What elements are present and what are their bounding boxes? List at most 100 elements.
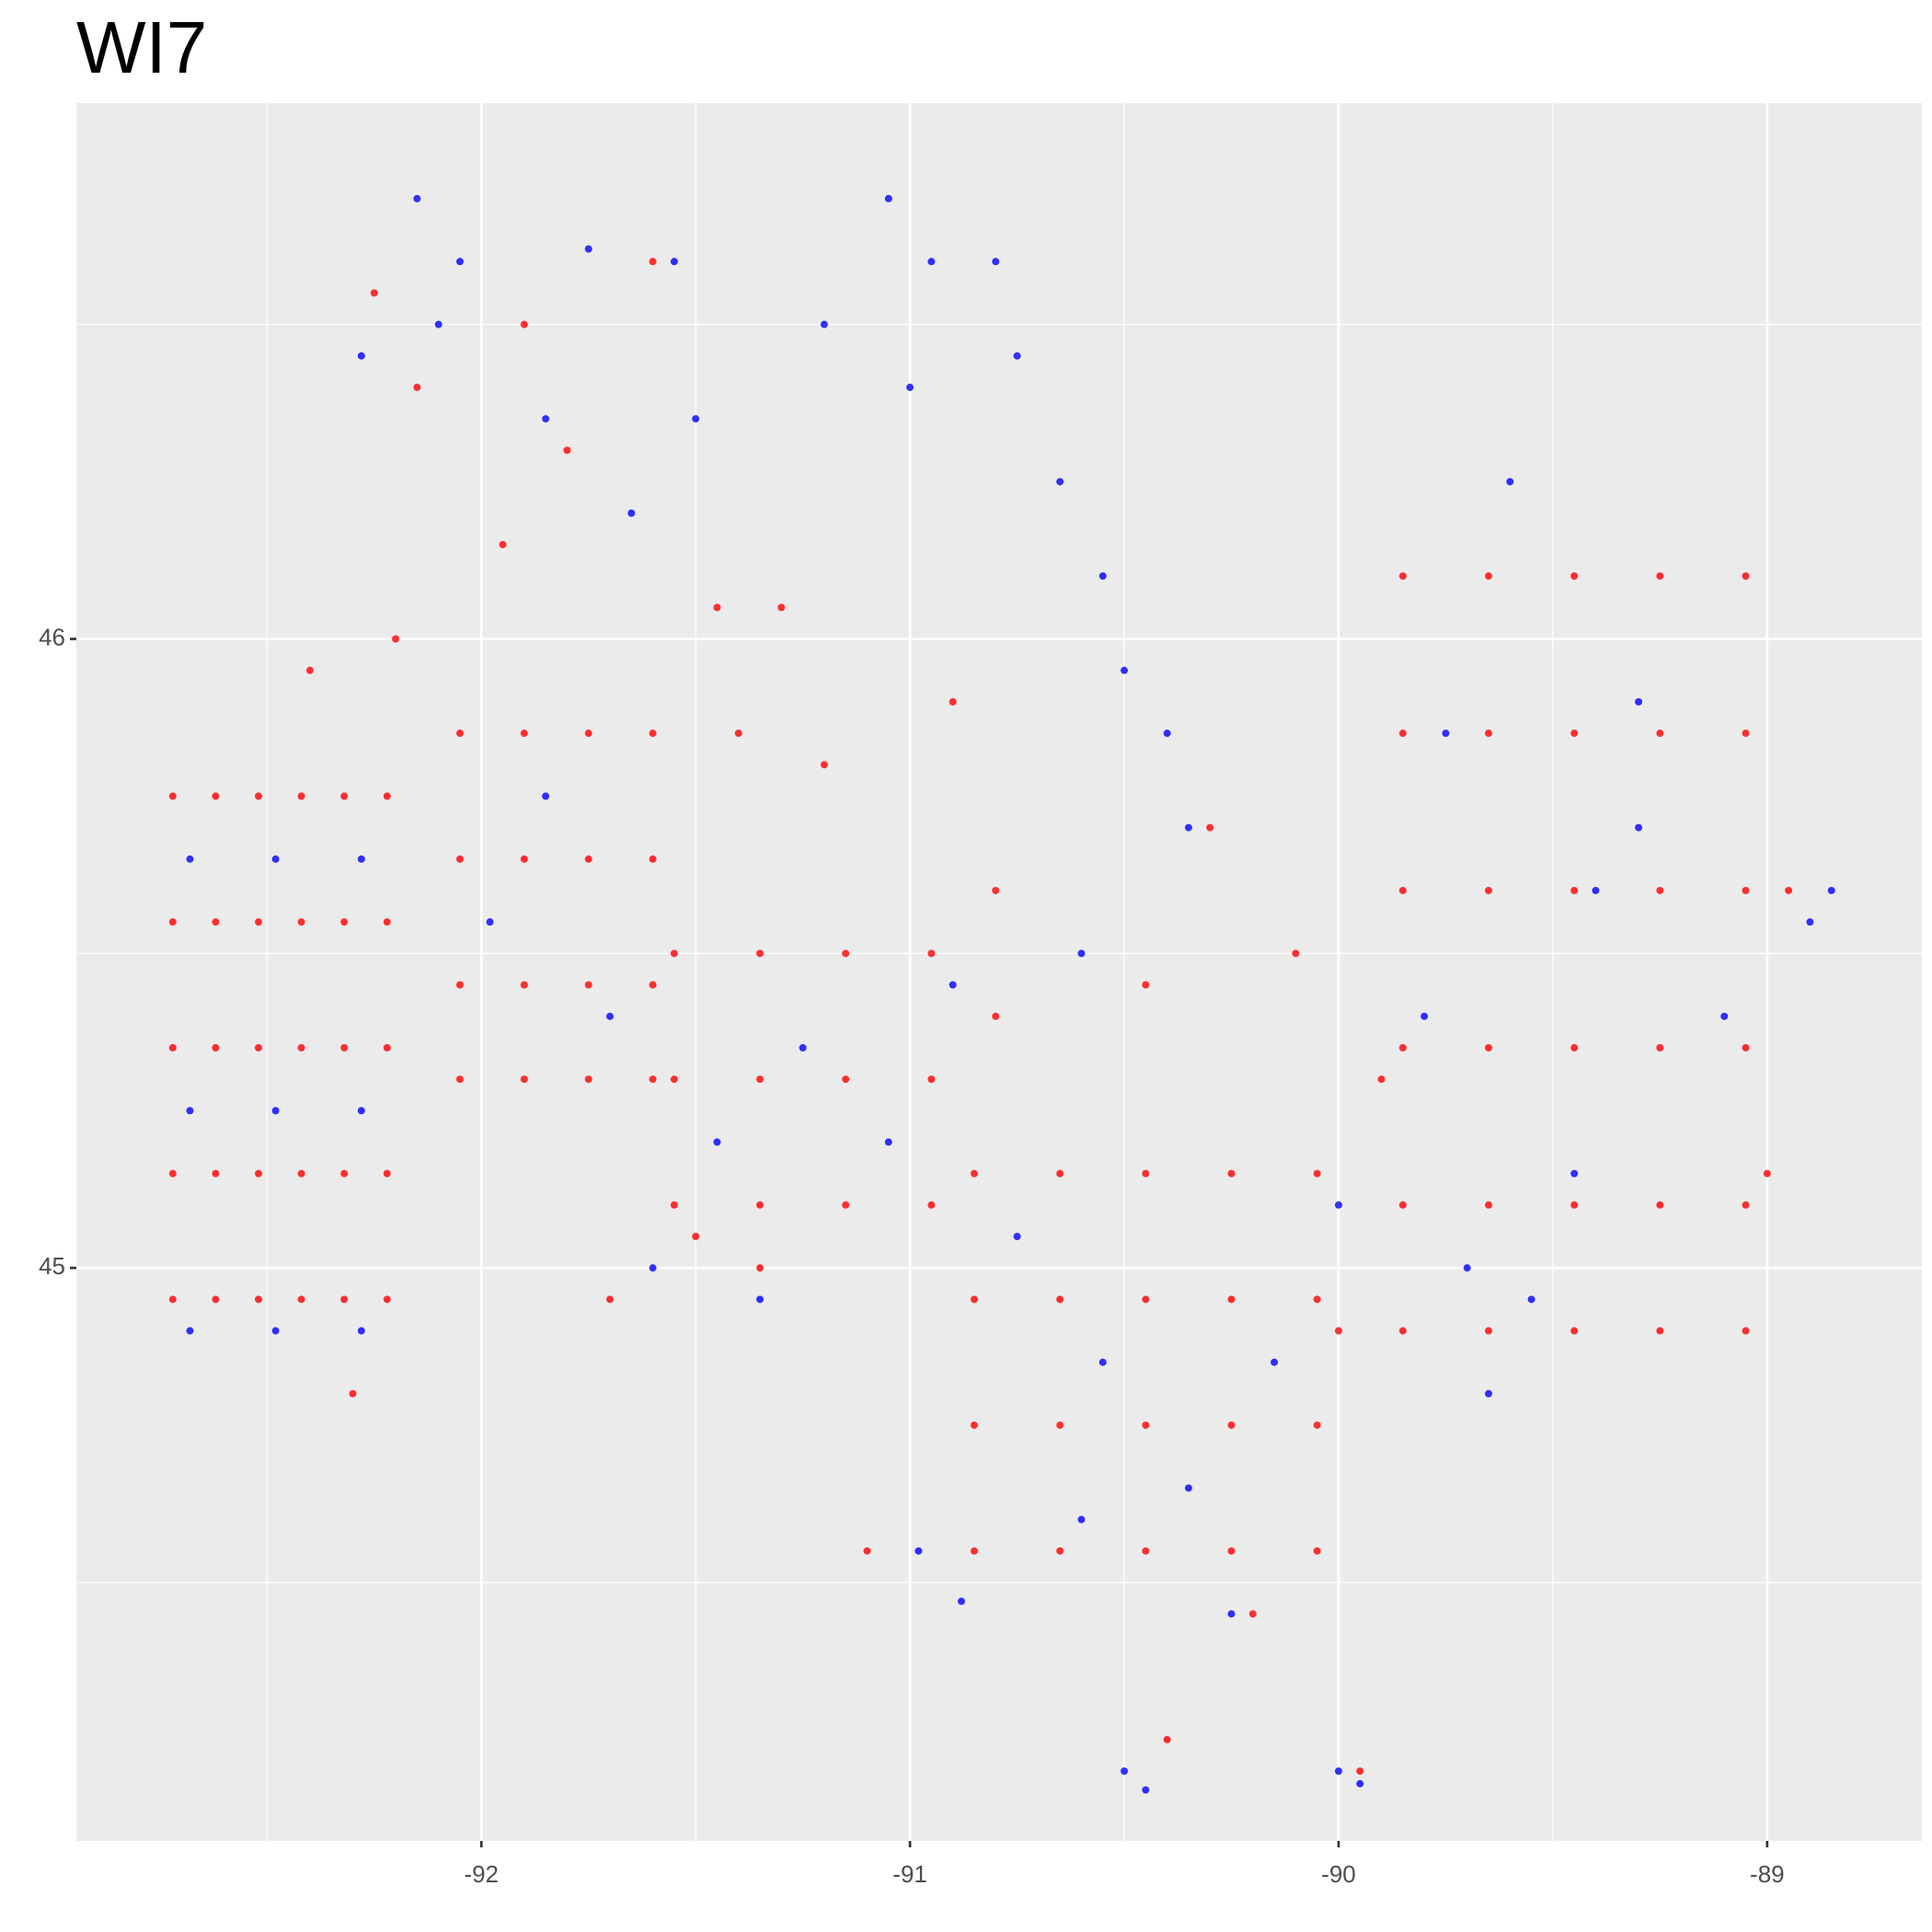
point [949, 697, 957, 706]
x-tick-label: -89 [1750, 1860, 1785, 1888]
point [884, 194, 892, 202]
point [168, 1043, 177, 1052]
point [254, 918, 262, 926]
point [1570, 572, 1579, 581]
point [168, 1295, 177, 1304]
point [692, 1232, 700, 1240]
point [1485, 1327, 1493, 1335]
point [1806, 918, 1814, 926]
point [992, 1012, 1000, 1020]
point [1142, 1295, 1150, 1304]
point [992, 886, 1000, 894]
point [392, 635, 400, 643]
point [1013, 1232, 1021, 1240]
point [434, 320, 443, 328]
point [1056, 1547, 1064, 1555]
point [254, 792, 262, 800]
point [254, 1043, 262, 1052]
point [297, 918, 305, 926]
point [1827, 886, 1835, 894]
point [1398, 1201, 1407, 1209]
x-tick-label: -92 [464, 1860, 499, 1888]
point [1485, 730, 1493, 738]
point [627, 509, 636, 517]
point [1313, 1547, 1321, 1555]
point [970, 1547, 978, 1555]
point [1206, 823, 1214, 832]
point [1570, 1169, 1579, 1178]
point [1635, 823, 1643, 832]
point [1356, 1779, 1364, 1788]
point [842, 1201, 850, 1209]
point [1334, 1327, 1342, 1335]
point [383, 918, 391, 926]
point [584, 730, 592, 738]
point [1742, 730, 1750, 738]
point [927, 949, 936, 958]
point [820, 761, 828, 769]
point [297, 1295, 305, 1304]
point [605, 1012, 614, 1020]
point [1227, 1169, 1236, 1178]
point [499, 540, 507, 548]
point [756, 1201, 765, 1209]
point [1163, 730, 1171, 738]
point [271, 855, 280, 863]
point [713, 604, 721, 612]
y-tick-label: 45 [39, 1252, 65, 1280]
point [1163, 1735, 1171, 1743]
point [340, 1169, 349, 1178]
point [542, 792, 550, 800]
point [1742, 1201, 1750, 1209]
point [756, 949, 765, 958]
point [1570, 886, 1579, 894]
point [1742, 1327, 1750, 1335]
point [1742, 572, 1750, 581]
point [186, 1327, 194, 1335]
point [927, 258, 936, 266]
point [520, 730, 528, 738]
point [271, 1107, 280, 1115]
point [1142, 1421, 1150, 1430]
x-tick-label: -91 [892, 1860, 927, 1888]
point [1077, 949, 1086, 958]
point [1656, 730, 1664, 738]
point [584, 245, 592, 253]
point [1785, 886, 1793, 894]
point [1377, 1075, 1386, 1084]
point [340, 1295, 349, 1304]
point [1142, 981, 1150, 989]
point [670, 1201, 678, 1209]
point [756, 1075, 765, 1084]
point [1098, 1358, 1107, 1366]
point [413, 384, 421, 392]
point [949, 981, 957, 989]
point [1313, 1295, 1321, 1304]
point [1077, 1515, 1086, 1524]
point [1056, 1421, 1064, 1430]
point [649, 981, 657, 989]
point [1592, 886, 1600, 894]
point [1334, 1201, 1342, 1209]
point [357, 1107, 365, 1115]
point [649, 730, 657, 738]
point [970, 1295, 978, 1304]
point [1742, 1043, 1750, 1052]
point [520, 981, 528, 989]
point [349, 1389, 357, 1397]
point [1527, 1295, 1535, 1304]
point [649, 855, 657, 863]
point [1570, 1327, 1579, 1335]
point [1442, 730, 1450, 738]
point [670, 1075, 678, 1084]
point [254, 1295, 262, 1304]
point [1485, 1201, 1493, 1209]
chart-title: WI7 [76, 6, 207, 88]
point [1398, 1327, 1407, 1335]
point [970, 1421, 978, 1430]
point [212, 792, 220, 800]
point [1142, 1786, 1150, 1794]
point [370, 289, 378, 297]
point [1763, 1169, 1771, 1178]
point [1398, 730, 1407, 738]
